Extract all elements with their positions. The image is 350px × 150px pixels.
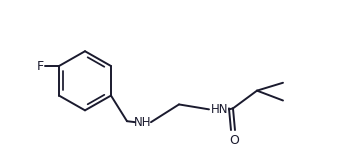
Text: O: O <box>229 134 239 147</box>
Text: NH: NH <box>134 116 152 129</box>
Text: F: F <box>37 60 44 72</box>
Text: HN: HN <box>211 103 229 116</box>
